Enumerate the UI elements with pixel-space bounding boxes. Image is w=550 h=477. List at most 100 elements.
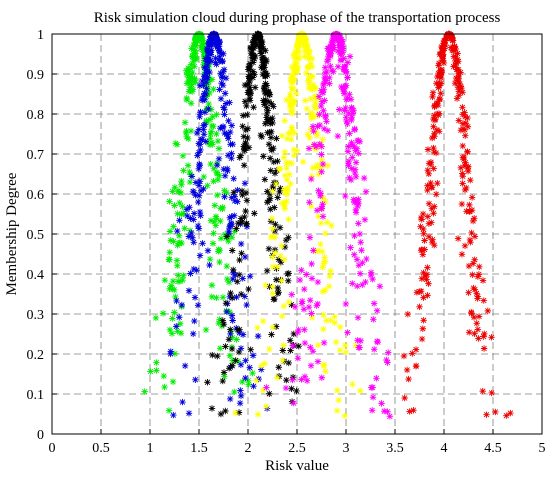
data-point [465,262,473,270]
data-point [437,80,445,87]
data-point [263,104,270,111]
data-point [240,112,247,119]
data-point [240,146,248,153]
data-point [273,167,281,174]
data-point [255,43,263,50]
data-point [245,73,252,80]
data-point [276,224,284,231]
data-point [170,238,177,245]
data-point [180,210,187,217]
data-point [336,106,343,113]
data-point [464,168,472,175]
data-point [326,74,333,82]
data-point [264,199,271,206]
data-point [185,233,193,240]
data-point [245,285,252,293]
data-point [274,374,281,381]
data-point [205,105,212,113]
data-point [195,192,203,199]
data-point [347,244,354,251]
data-point [322,286,329,294]
data-point [203,93,210,100]
data-point [357,337,364,345]
data-point [465,289,472,296]
data-point [176,278,184,285]
data-point [173,323,180,330]
x-tick-label: 0.5 [92,441,110,456]
data-point [237,215,245,222]
data-point [421,237,428,244]
data-point [219,82,227,89]
data-point [404,310,412,318]
data-point [454,50,461,57]
data-point [291,60,299,68]
data-point [241,293,248,300]
data-point [357,239,364,246]
data-point [323,219,331,226]
data-point [270,296,277,303]
data-point [455,74,462,82]
data-point [262,90,269,98]
data-point [288,160,295,167]
data-point [475,335,482,342]
data-point [424,264,431,271]
data-point [459,89,466,96]
data-point [266,195,274,202]
data-point [373,375,380,382]
data-point [431,103,438,110]
data-point [291,65,298,72]
data-point [435,59,443,67]
data-point [331,319,338,326]
data-point [203,78,210,86]
data-point [284,186,291,193]
data-point [425,220,433,227]
data-point [430,123,437,130]
data-point [318,151,325,158]
data-point [342,192,349,200]
data-point [222,74,230,82]
data-point [455,69,462,77]
data-point [465,329,473,336]
data-point [222,343,229,350]
data-point [400,352,408,360]
data-point [261,360,268,367]
data-point [271,204,278,211]
data-point [483,411,490,418]
data-point [429,93,436,101]
data-point [463,184,470,192]
data-point [290,146,298,153]
data-point [227,326,234,333]
data-point [216,247,223,254]
data-point [290,85,298,93]
data-point [464,123,472,130]
data-point [281,117,288,124]
data-point [307,344,314,351]
data-point [214,137,222,145]
data-point [242,139,250,147]
data-point [346,130,353,137]
data-point [225,135,232,142]
data-point [203,85,210,92]
data-point [231,388,238,396]
data-point [315,213,322,220]
data-point [437,74,445,82]
data-point [288,72,296,79]
data-point [280,154,288,161]
data-point [290,330,297,338]
data-point [189,86,197,93]
data-point [190,50,197,57]
data-point [208,293,216,301]
data-point [215,145,223,152]
data-point [216,47,223,54]
data-point [232,409,239,417]
data-point [339,41,346,48]
data-point [224,275,231,283]
data-point [480,345,488,352]
data-point [214,352,221,360]
data-point [205,140,212,147]
data-point [247,88,254,96]
data-point [354,202,362,210]
data-point [239,331,247,338]
data-point [385,349,392,356]
data-point [171,309,178,316]
